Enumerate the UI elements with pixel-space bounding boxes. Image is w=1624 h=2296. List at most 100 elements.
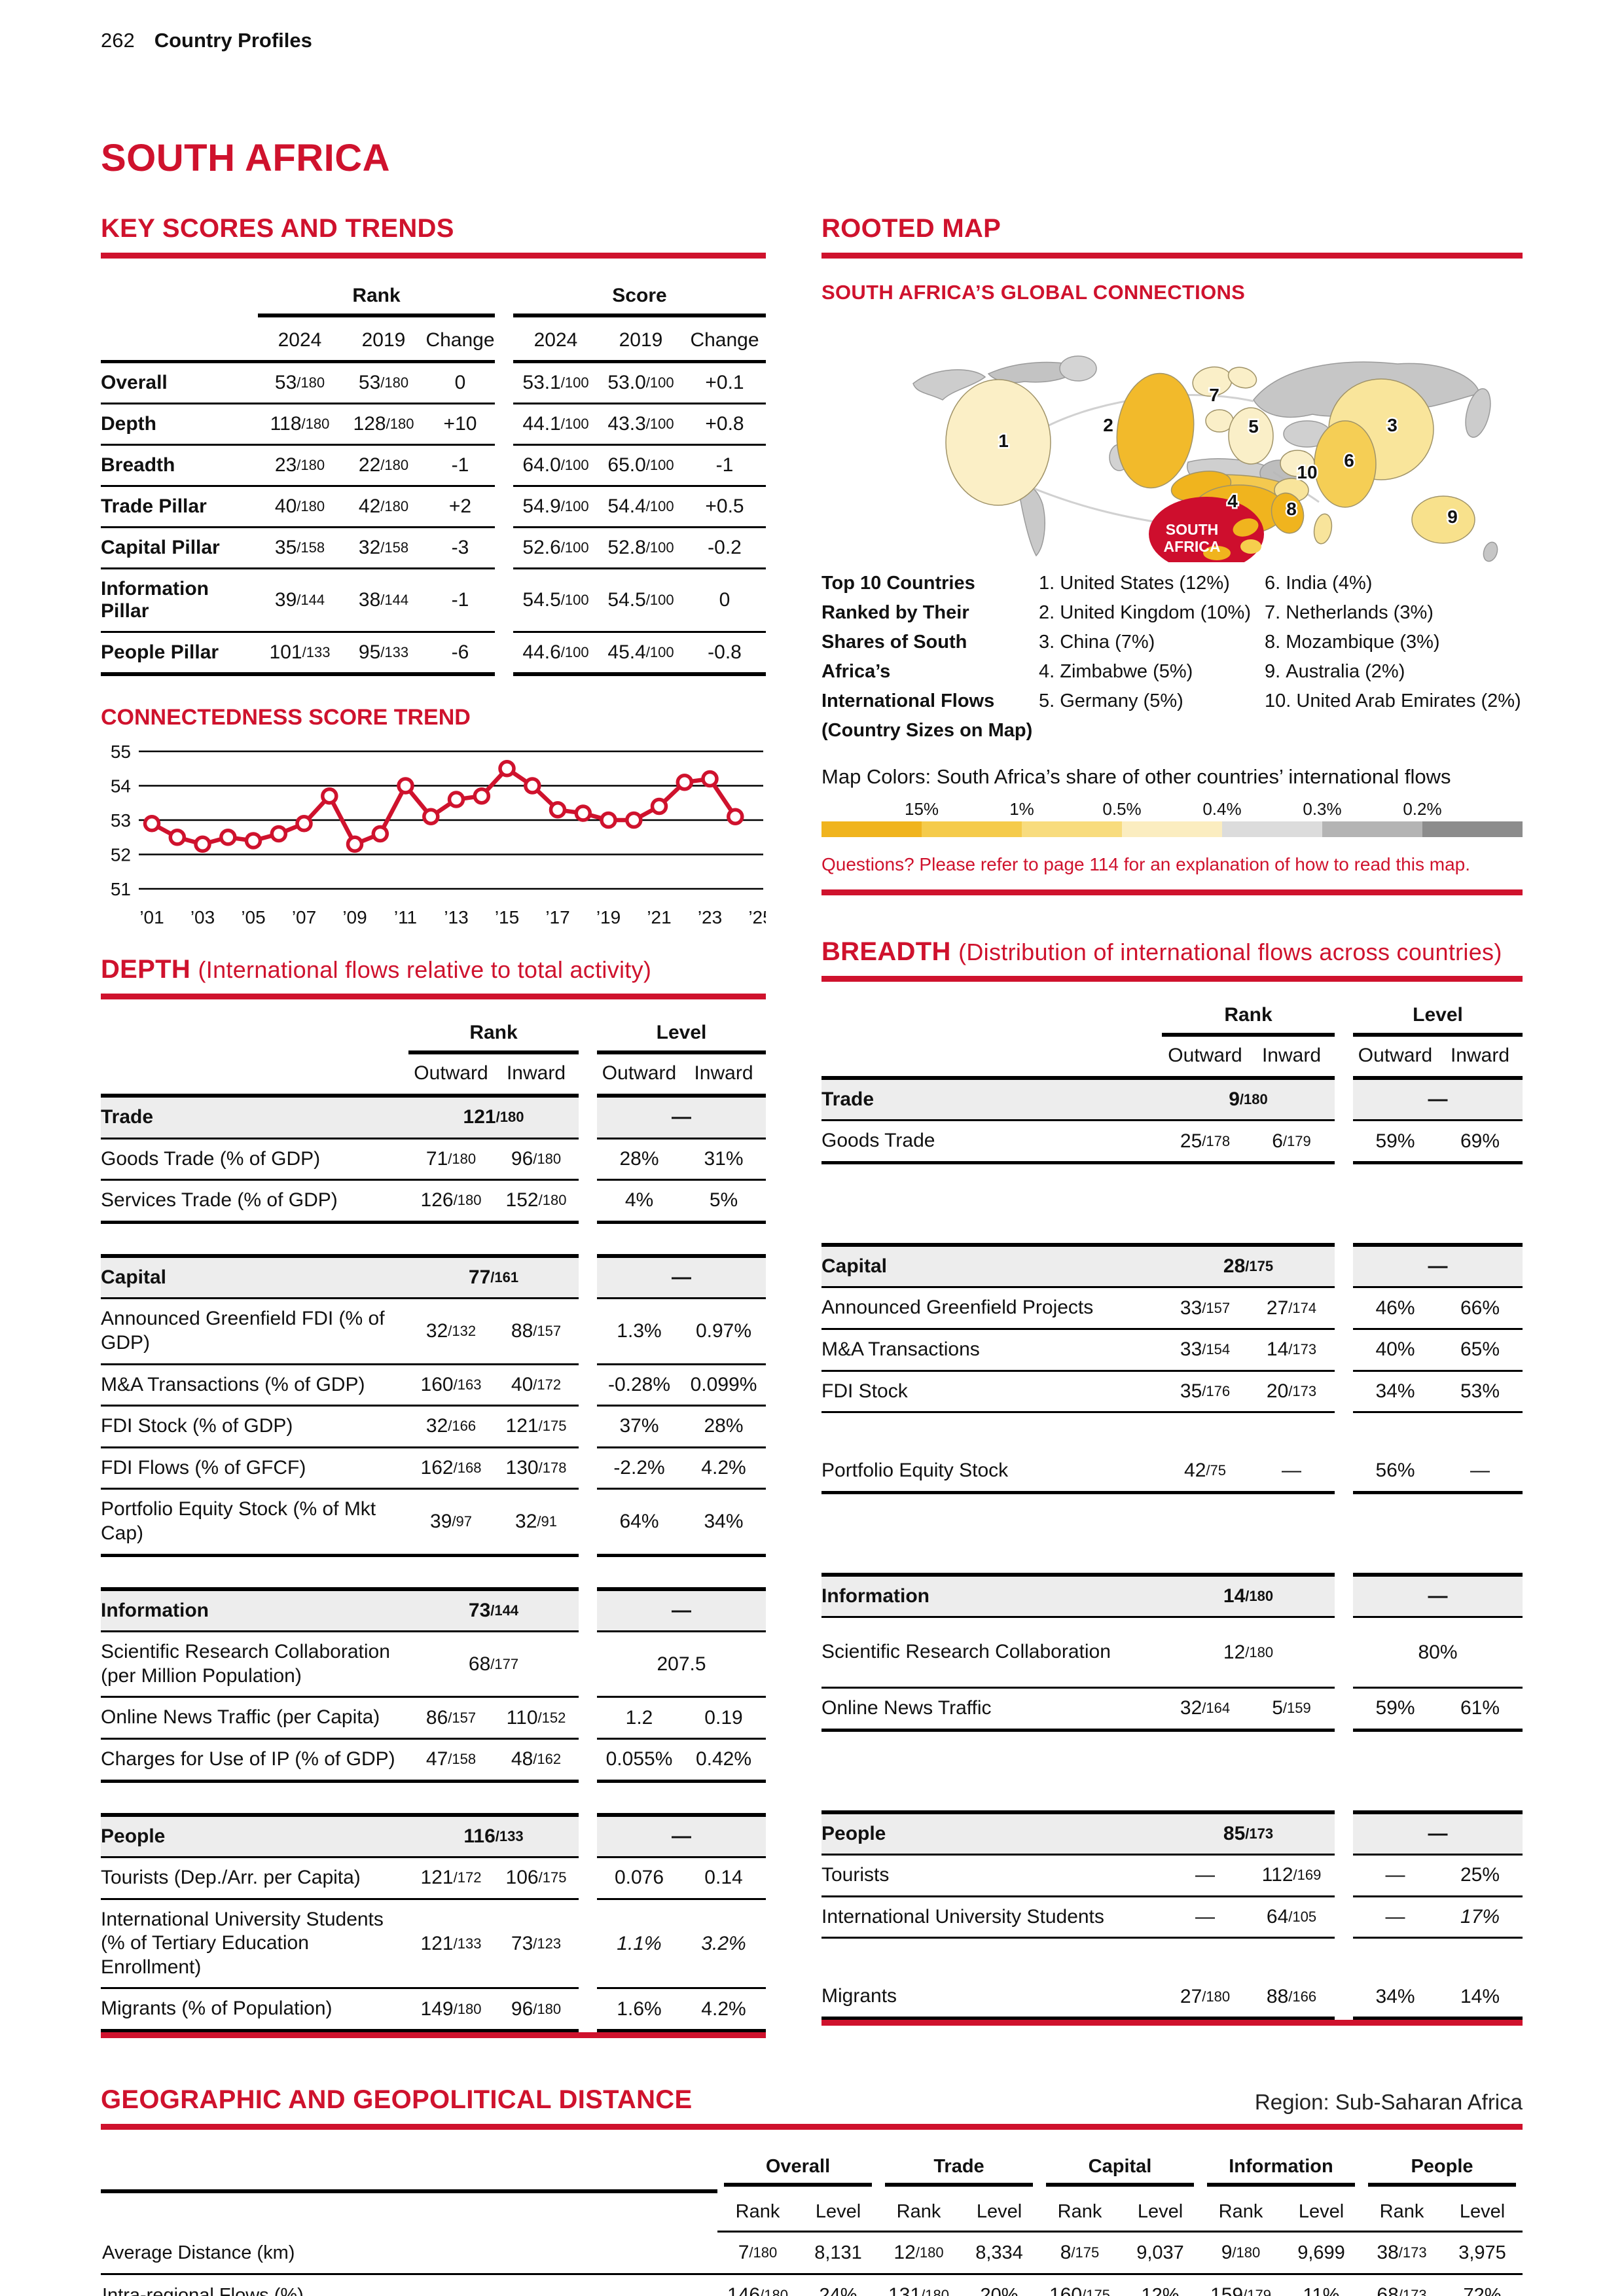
outward-rank: 126/180: [408, 1181, 494, 1224]
inward-header: Inward: [694, 1062, 753, 1084]
inward-level: 14%: [1437, 1977, 1523, 2020]
rank-value: 38/144: [342, 569, 425, 633]
rank-value: 23/180: [258, 446, 342, 487]
outward-level: 37%: [597, 1407, 681, 1448]
inward-level: 28%: [681, 1407, 766, 1448]
outward-header: Outward: [414, 1062, 488, 1084]
outward-level: 64%: [597, 1490, 681, 1557]
geo-sub-header: Rank: [878, 2193, 959, 2233]
spacer: [101, 1783, 766, 1813]
legend-intro-line: International Flows: [821, 690, 995, 711]
svg-text:’09: ’09: [342, 907, 367, 927]
score-value: 54.4/100: [598, 487, 683, 528]
rooted-map-section: ROOTED MAP SOUTH AFRICA’S GLOBAL CONNECT…: [821, 214, 1523, 895]
section-rank: 121/180: [408, 1094, 579, 1139]
inward-level: 34%: [681, 1490, 766, 1557]
section-rank: 14/180: [1162, 1572, 1335, 1619]
geo-level-value: 8,334: [959, 2233, 1039, 2276]
geo-rank-value: 160/175: [1039, 2275, 1120, 2296]
spacer: [821, 1732, 1523, 1810]
spacer: [579, 1054, 597, 1094]
scale-label: 1%: [1009, 798, 1034, 819]
svg-text:’17: ’17: [545, 907, 569, 927]
inward-rank: —: [1248, 1451, 1335, 1494]
spacer: [821, 1939, 1523, 1977]
outward-header: Outward: [1168, 1044, 1242, 1066]
right-column: ROOTED MAP SOUTH AFRICA’S GLOBAL CONNECT…: [821, 214, 1523, 2026]
rank-value: 32/158: [342, 528, 425, 569]
score-value: 52.6/100: [513, 528, 598, 569]
svg-text:’23: ’23: [698, 907, 722, 927]
geo-level-value: 8,131: [798, 2233, 878, 2276]
inward-level: 0.97%: [681, 1299, 766, 1365]
row-label: Announced Greenfield FDI (% of GDP): [101, 1299, 408, 1365]
geo-sub-header: Rank: [717, 2193, 798, 2233]
inward-rank: 6/179: [1248, 1121, 1335, 1164]
inward-header: Inward: [506, 1062, 566, 1084]
map-badge-8: 8: [1286, 499, 1297, 519]
row-label: Information Pillar: [101, 569, 258, 633]
country-mozambique: [1271, 492, 1305, 534]
section-level: —: [1353, 1810, 1523, 1856]
score-value: -0.8: [683, 633, 766, 676]
scale-label: 0.3%: [1303, 798, 1342, 819]
breadth-table: Rank Level Outward Inward Outward Inward Trade…: [821, 1004, 1523, 2020]
geo-sub-header: Rank: [1039, 2193, 1120, 2233]
inward-rank: 130/178: [494, 1448, 579, 1490]
spacer: [1335, 1856, 1353, 1897]
inward-rank: 88/157: [494, 1299, 579, 1365]
outward-level: 4%: [597, 1181, 681, 1224]
scale-label: 0.5%: [1102, 798, 1142, 819]
spacer: [1335, 1121, 1353, 1164]
spacer: [821, 1164, 1523, 1243]
row-label: Goods Trade (% of GDP): [101, 1139, 408, 1181]
page-section: Country Profiles: [154, 29, 312, 52]
geo-sub-header: Level: [798, 2193, 878, 2233]
spacer: [579, 1490, 597, 1556]
spacer: [579, 1094, 597, 1139]
score-value: 64.0/100: [513, 446, 598, 487]
spacer: [579, 1407, 597, 1448]
inward-level: 3.2%: [681, 1900, 766, 1990]
rank-value: 118/180: [258, 404, 342, 446]
geo-group-header: People: [1362, 2156, 1523, 2193]
spacer: [101, 317, 258, 363]
rank-value: -3: [425, 528, 495, 569]
outward-rank: —: [1162, 1856, 1248, 1897]
row-label: M&A Transactions: [821, 1330, 1162, 1372]
rooted-map-title: ROOTED MAP: [821, 214, 1001, 243]
geo-group-header: Trade: [878, 2156, 1039, 2193]
spacer: [579, 1989, 597, 2032]
map-badge-7: 7: [1209, 385, 1219, 405]
scale-segment: [1222, 821, 1322, 837]
row-label: International University Students: [821, 1897, 1162, 1939]
inward-level: 61%: [1437, 1689, 1523, 1732]
spacer: [495, 363, 513, 404]
outward-rank: 32/132: [408, 1299, 494, 1365]
svg-text:53: 53: [111, 810, 131, 831]
spacer: [579, 1254, 597, 1300]
map-badge-9: 9: [1447, 507, 1458, 527]
level-group-header: Level: [597, 1022, 766, 1054]
spacer: [579, 1900, 597, 1990]
top10-item: 9. Australia (2%): [1265, 660, 1405, 682]
rank-value: 95/133: [342, 633, 425, 676]
spacer: [1335, 1689, 1353, 1732]
inward-level: 5%: [681, 1181, 766, 1224]
section-rank: 73/144: [408, 1587, 579, 1633]
geo-level-value: 9,037: [1120, 2233, 1200, 2276]
score-value: 65.0/100: [598, 446, 683, 487]
breadth-title: BREADTH (Distribution of international f…: [821, 937, 1523, 967]
spacer: [495, 569, 513, 633]
outward-level: —: [1353, 1897, 1437, 1939]
score-group-header: Score: [513, 285, 766, 317]
outward-rank: 86/157: [408, 1698, 494, 1740]
inward-rank: 5/159: [1248, 1689, 1335, 1732]
outward-rank: 35/176: [1162, 1372, 1248, 1414]
geo-row-label: Average Distance (km): [101, 2233, 717, 2276]
geo-level-value: 20%: [959, 2275, 1039, 2296]
score-value: -1: [683, 446, 766, 487]
row-label: International University Students (% of T…: [101, 1900, 408, 1990]
rank-value: -1: [425, 446, 495, 487]
section-label: Capital: [821, 1242, 1162, 1289]
